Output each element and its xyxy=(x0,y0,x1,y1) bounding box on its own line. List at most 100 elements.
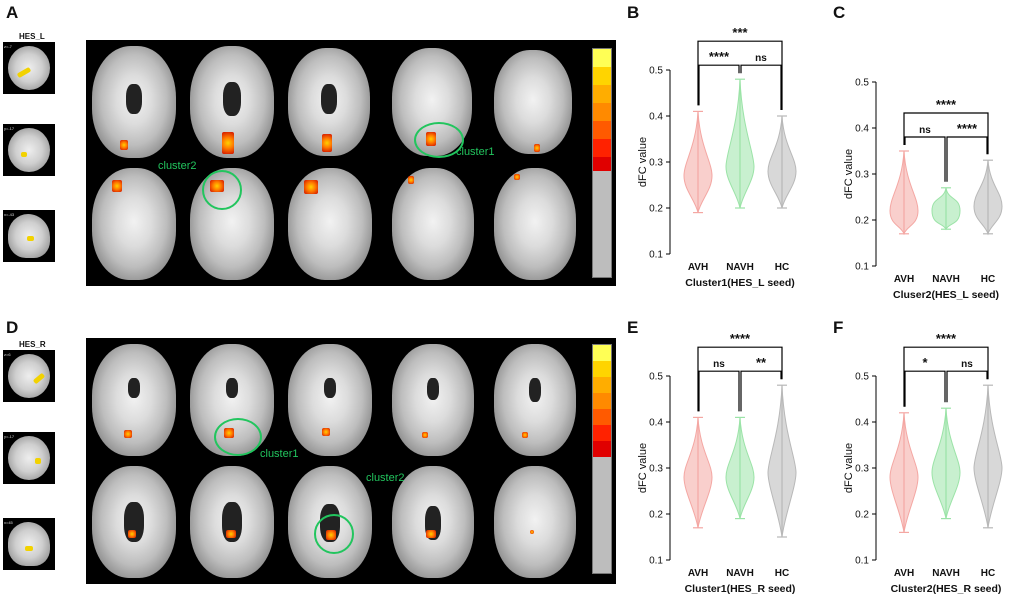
brain-slice xyxy=(92,466,176,578)
significance-bracket xyxy=(904,370,946,407)
significance-bracket xyxy=(740,370,782,412)
seed-thumb-sagittal: x=45 xyxy=(3,518,55,570)
brain-slice xyxy=(392,168,474,280)
y-axis-label: dFC value xyxy=(843,149,855,199)
cluster1-annotation: cluster1 xyxy=(456,146,495,158)
y-tick-label: 0.2 xyxy=(649,510,663,521)
brain-slice xyxy=(494,344,576,456)
activation-cluster xyxy=(120,140,128,150)
brain-slice xyxy=(494,466,576,578)
y-tick-label: 0.3 xyxy=(855,170,869,181)
brain-slice xyxy=(288,168,372,280)
y-axis-label: dFC value xyxy=(843,443,855,493)
panel-label-f: F xyxy=(833,318,844,337)
colorbar xyxy=(592,344,612,574)
activation-cluster xyxy=(514,174,520,180)
panel-label-d: D xyxy=(6,318,19,337)
activation-cluster xyxy=(304,180,318,194)
significance-bracket xyxy=(946,136,988,182)
x-tick-label: HC xyxy=(981,568,995,579)
significance-bracket xyxy=(698,370,740,412)
brain-slice xyxy=(494,50,572,154)
y-axis-label: dFC value xyxy=(637,443,649,493)
y-axis-label: dFC value xyxy=(637,137,649,187)
y-tick-label: 0.3 xyxy=(855,464,869,475)
significance-bracket xyxy=(903,346,989,407)
panel-label-c: C xyxy=(833,3,846,22)
violin-chart-e: 0.1 0.2 0.3 0.4 0.5 dFC value AVH NAVH HC Cluster… xyxy=(637,334,797,595)
cluster2-highlight-ring xyxy=(314,514,354,554)
thumb-coord: x=45 xyxy=(4,520,13,525)
thumb-coord: z=6 xyxy=(4,352,11,357)
significance-bracket xyxy=(740,64,782,110)
y-tick-label: 0.5 xyxy=(855,78,869,89)
x-tick-label: NAVH xyxy=(726,262,754,273)
x-tick-label: HC xyxy=(775,568,789,579)
thumb-coord: y=-17 xyxy=(4,126,15,131)
brain-mosaic-hes-r: cluster1 cluster2 xyxy=(86,338,616,584)
activation-cluster xyxy=(124,430,132,438)
significance-label: *** xyxy=(732,28,748,40)
y-tick-label: 0.1 xyxy=(855,262,869,273)
x-axis-label: Cluser2(HES_L seed) xyxy=(893,289,999,301)
x-tick-label: AVH xyxy=(688,262,708,273)
cluster1-annotation: cluster1 xyxy=(260,448,299,460)
seed-label-hes-l: HES_L xyxy=(19,32,45,41)
brain-slice xyxy=(190,466,274,578)
activation-cluster xyxy=(226,530,236,538)
activation-cluster xyxy=(408,176,414,184)
x-tick-label: AVH xyxy=(894,568,914,579)
significance-bracket xyxy=(904,136,946,182)
y-tick-label: 0.4 xyxy=(855,124,869,135)
panel-label-b: B xyxy=(627,3,640,22)
colorbar xyxy=(592,48,612,278)
seed-label-hes-r: HES_R xyxy=(19,340,46,349)
cluster1-highlight-ring xyxy=(214,418,262,456)
cluster2-annotation: cluster2 xyxy=(158,160,197,172)
significance-label: **** xyxy=(730,334,751,346)
brain-slice xyxy=(92,168,176,280)
x-axis-label: Cluster1(HES_R seed) xyxy=(685,583,796,595)
brain-mosaic-hes-l: cluster1 cluster2 xyxy=(86,40,616,286)
brain-slice xyxy=(392,344,474,456)
seed-thumb-sagittal: x=-43 xyxy=(3,210,55,262)
activation-cluster xyxy=(534,144,540,152)
significance-label: **** xyxy=(936,97,957,112)
significance-bracket xyxy=(697,40,783,110)
violin-chart-b: 0.1 0.2 0.3 0.4 0.5 dFC value AVH NAVH HC Cluster… xyxy=(637,28,797,289)
x-tick-label: NAVH xyxy=(932,274,960,285)
brain-slice xyxy=(92,46,176,158)
significance-bracket xyxy=(698,64,740,106)
significance-label: ns xyxy=(961,359,973,370)
activation-cluster xyxy=(112,180,122,192)
activation-cluster xyxy=(522,432,528,438)
thumb-coord: y=-17 xyxy=(4,434,15,439)
y-tick-label: 0.3 xyxy=(649,464,663,475)
thumb-coord: z=-7 xyxy=(4,44,12,49)
significance-bracket xyxy=(903,112,989,155)
x-axis-label: Cluster2(HES_R seed) xyxy=(891,583,1002,595)
violin-chart-c: 0.1 0.2 0.3 0.4 0.5 dFC value AVH NAVH HC Cluser2… xyxy=(843,78,1003,301)
activation-cluster xyxy=(422,432,428,438)
panel-label-a: A xyxy=(6,3,19,22)
y-tick-label: 0.1 xyxy=(855,556,869,567)
y-tick-label: 0.4 xyxy=(649,418,663,429)
y-tick-label: 0.5 xyxy=(855,372,869,383)
activation-cluster xyxy=(530,530,534,534)
x-tick-label: AVH xyxy=(688,568,708,579)
y-tick-label: 0.4 xyxy=(855,418,869,429)
seed-thumb-axial: z=-7 xyxy=(3,42,55,94)
x-tick-label: HC xyxy=(981,274,995,285)
brain-slice xyxy=(392,466,474,578)
y-tick-label: 0.3 xyxy=(649,158,663,169)
activation-cluster xyxy=(322,134,332,152)
significance-label: ns xyxy=(919,125,931,136)
brain-slice xyxy=(494,168,576,280)
panel-label-e: E xyxy=(627,318,639,337)
significance-label: * xyxy=(922,355,928,370)
y-tick-label: 0.5 xyxy=(649,372,663,383)
thumb-coord: x=-43 xyxy=(4,212,15,217)
y-tick-label: 0.2 xyxy=(855,510,869,521)
x-axis-label: Cluster1(HES_L seed) xyxy=(685,277,795,289)
x-tick-label: AVH xyxy=(894,274,914,285)
